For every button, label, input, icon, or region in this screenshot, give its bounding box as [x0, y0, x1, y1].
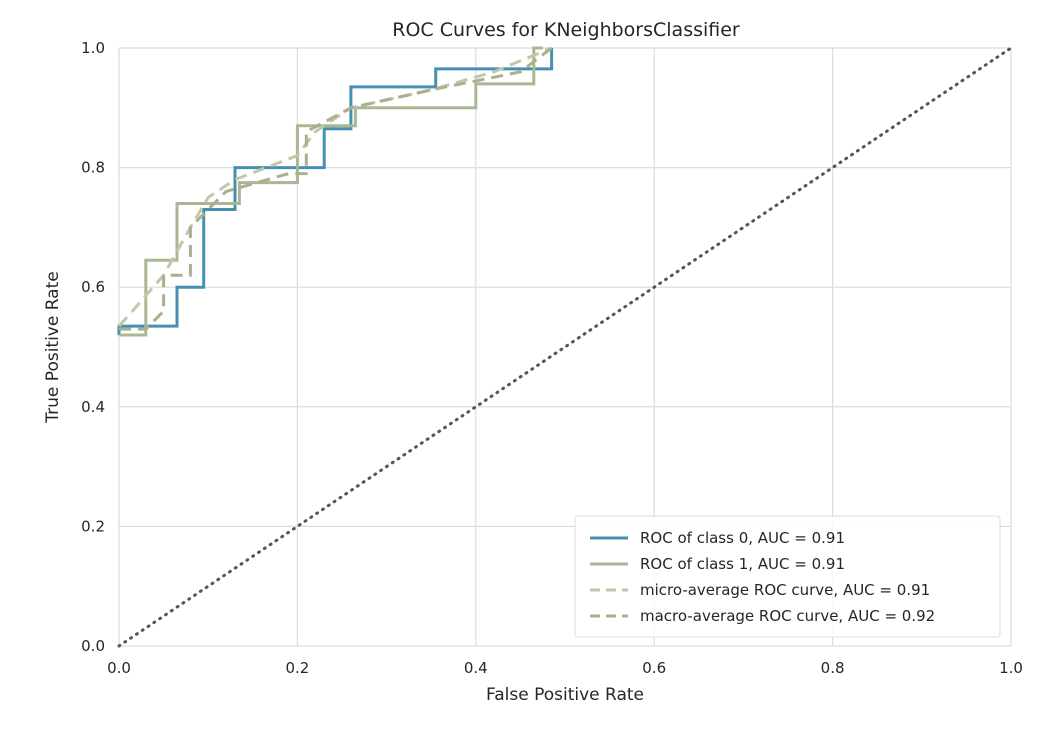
x-axis-label: False Positive Rate	[486, 685, 644, 705]
y-axis-label: True Positive Rate	[43, 271, 63, 423]
y-tick-label: 0.8	[81, 159, 105, 177]
x-tick-label: 0.6	[642, 659, 666, 677]
x-tick-label: 0.2	[285, 659, 309, 677]
legend-label-0: ROC of class 0, AUC = 0.91	[640, 529, 845, 547]
y-tick-label: 0.0	[81, 637, 105, 655]
x-tick-label: 0.8	[821, 659, 845, 677]
x-tick-label: 0.0	[107, 659, 131, 677]
y-tick-label: 1.0	[81, 39, 105, 57]
legend-label-1: ROC of class 1, AUC = 0.91	[640, 555, 845, 573]
legend: ROC of class 0, AUC = 0.91 ROC of class 1…	[575, 516, 1000, 637]
y-tick-label: 0.4	[81, 398, 105, 416]
y-tick-label: 0.6	[81, 278, 105, 296]
legend-label-2: micro-average ROC curve, AUC = 0.91	[640, 581, 930, 599]
x-tick-label: 0.4	[464, 659, 488, 677]
chart-title: ROC Curves for KNeighborsClassifier	[392, 19, 740, 41]
y-tick-label: 0.2	[81, 517, 105, 535]
x-tick-label: 1.0	[999, 659, 1023, 677]
legend-label-3: macro-average ROC curve, AUC = 0.92	[640, 607, 935, 625]
